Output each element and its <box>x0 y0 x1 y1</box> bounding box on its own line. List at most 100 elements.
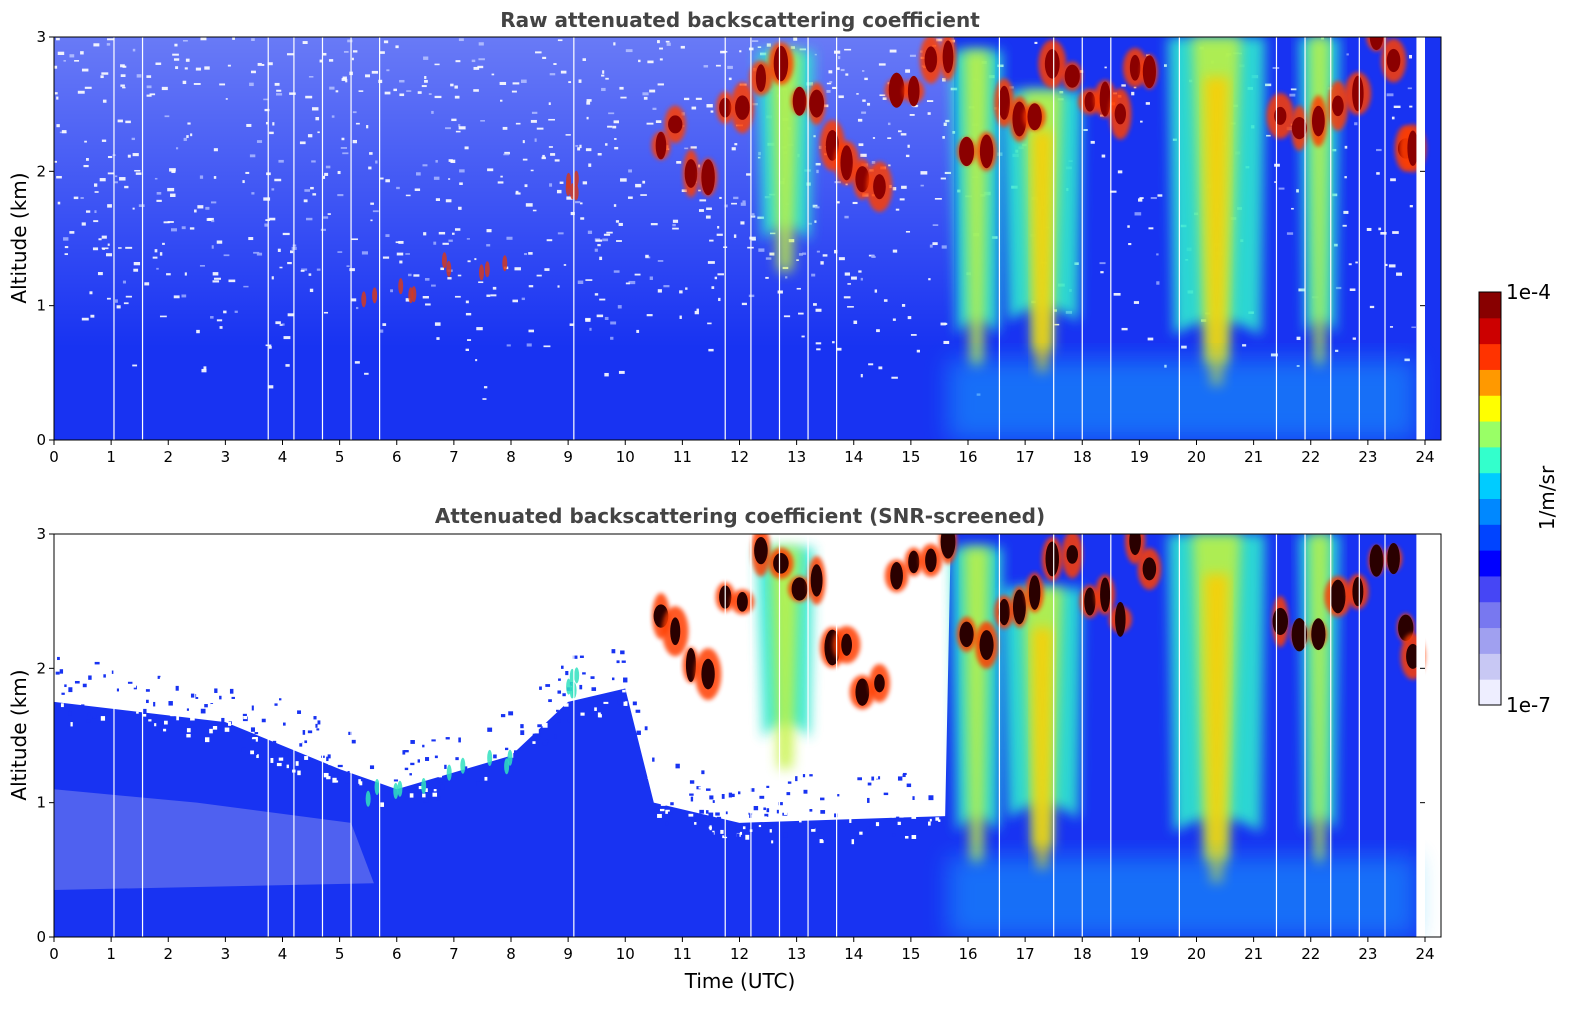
edge-speckle <box>168 715 172 720</box>
edge-speckle <box>326 721 331 727</box>
noise-speckle <box>1390 178 1396 182</box>
colorbar-step <box>1479 575 1501 603</box>
noise-speckle <box>1391 116 1395 120</box>
edge-speckle <box>384 756 387 760</box>
edge-speckle <box>228 721 232 726</box>
edge-speckle <box>100 716 106 721</box>
edge-speckle <box>334 780 339 783</box>
x-tick-label: 0 <box>49 448 59 466</box>
edge-speckle <box>867 782 872 786</box>
edge-speckle <box>186 728 191 733</box>
edge-speckle <box>795 776 798 782</box>
edge-speckle <box>754 841 758 845</box>
y-axis-ticks: 0 1 2 3 <box>36 28 1425 449</box>
edge-speckle <box>210 703 214 709</box>
edge-speckle <box>791 793 796 799</box>
edge-speckle <box>546 679 551 685</box>
cloud-cell-core <box>684 159 698 188</box>
edge-speckle <box>176 715 179 721</box>
low-cloud-fragment <box>566 678 572 695</box>
noise-speckle <box>1157 194 1163 197</box>
edge-speckle <box>227 684 233 687</box>
edge-speckle <box>712 800 715 803</box>
edge-speckle <box>145 695 150 700</box>
edge-speckle <box>68 687 73 693</box>
low-cloud-fragment <box>408 287 414 304</box>
edge-speckle <box>579 655 584 658</box>
edge-speckle <box>370 773 375 778</box>
edge-speckle <box>699 809 704 814</box>
edge-speckle <box>55 671 60 675</box>
cloud-cell-core <box>1064 64 1080 88</box>
edge-speckle <box>284 750 289 756</box>
edge-speckle <box>402 750 406 755</box>
fall-streak-peak <box>1032 130 1053 373</box>
edge-speckle <box>847 783 852 788</box>
edge-speckle <box>590 676 595 679</box>
edge-speckle <box>383 762 386 768</box>
noise-speckle <box>1408 54 1412 59</box>
edge-speckle <box>603 701 609 704</box>
edge-speckle <box>276 753 282 758</box>
edge-speckle <box>690 796 694 802</box>
edge-speckle <box>892 833 896 837</box>
cloud-cell-core <box>1044 49 1060 79</box>
no-data-region <box>1416 534 1425 937</box>
edge-speckle <box>483 744 487 748</box>
edge-speckle <box>567 693 572 697</box>
edge-speckle <box>764 816 767 821</box>
noise-speckle <box>1117 170 1123 174</box>
edge-speckle <box>302 725 307 729</box>
x-tick-label: 10 <box>616 448 635 466</box>
cloud-cell-core <box>924 46 938 73</box>
edge-speckle <box>455 757 459 761</box>
edge-speckle <box>422 744 425 748</box>
edge-speckle <box>884 784 890 787</box>
edge-speckle <box>580 712 585 716</box>
edge-speckle <box>709 825 712 831</box>
edge-speckle <box>935 817 940 821</box>
edge-speckle <box>652 757 655 762</box>
x-tick-label: 24 <box>1415 945 1434 963</box>
edge-speckle <box>304 740 308 744</box>
colorbar-unit-label: 1/m/sr <box>1535 465 1559 530</box>
edge-speckle <box>787 781 792 784</box>
edge-speckle <box>743 807 747 811</box>
edge-speckle <box>425 788 428 792</box>
cloud-cell-core <box>1099 81 1111 117</box>
edge-speckle <box>532 733 536 738</box>
cloud-cell-core <box>701 159 715 196</box>
cloud-cell-core <box>907 75 920 107</box>
edge-speckle <box>251 705 254 711</box>
edge-speckle <box>766 794 772 798</box>
noise-speckle <box>1291 207 1294 210</box>
edge-speckle <box>278 757 284 761</box>
edge-speckle <box>315 723 318 728</box>
edge-speckle <box>271 729 275 735</box>
edge-speckle <box>287 713 292 718</box>
edge-speckle <box>458 743 462 749</box>
edge-speckle <box>316 728 320 731</box>
edge-speckle <box>736 833 740 839</box>
cloud-cell-core <box>1274 106 1287 125</box>
low-cloud-fragment <box>573 170 579 187</box>
noise-speckle <box>1380 231 1387 235</box>
x-tick-label: 7 <box>449 448 459 466</box>
edge-speckle <box>738 791 741 795</box>
edge-speckle <box>562 678 565 683</box>
edge-speckle <box>237 716 242 719</box>
edge-speckle <box>110 663 115 668</box>
data-gap-layer <box>113 37 1425 440</box>
cloud-cell-core <box>1045 541 1060 577</box>
edge-speckle <box>768 833 772 838</box>
edge-speckle <box>422 793 426 798</box>
edge-speckle <box>476 781 480 787</box>
noise-speckle <box>1099 262 1106 265</box>
cloud-cell-core <box>940 534 956 559</box>
edge-speckle <box>689 793 694 796</box>
edge-speckle <box>765 805 771 809</box>
noise-speckle <box>1335 349 1339 352</box>
edge-speckle <box>493 754 497 759</box>
edge-speckle <box>393 779 399 782</box>
edge-speckle <box>694 788 698 792</box>
